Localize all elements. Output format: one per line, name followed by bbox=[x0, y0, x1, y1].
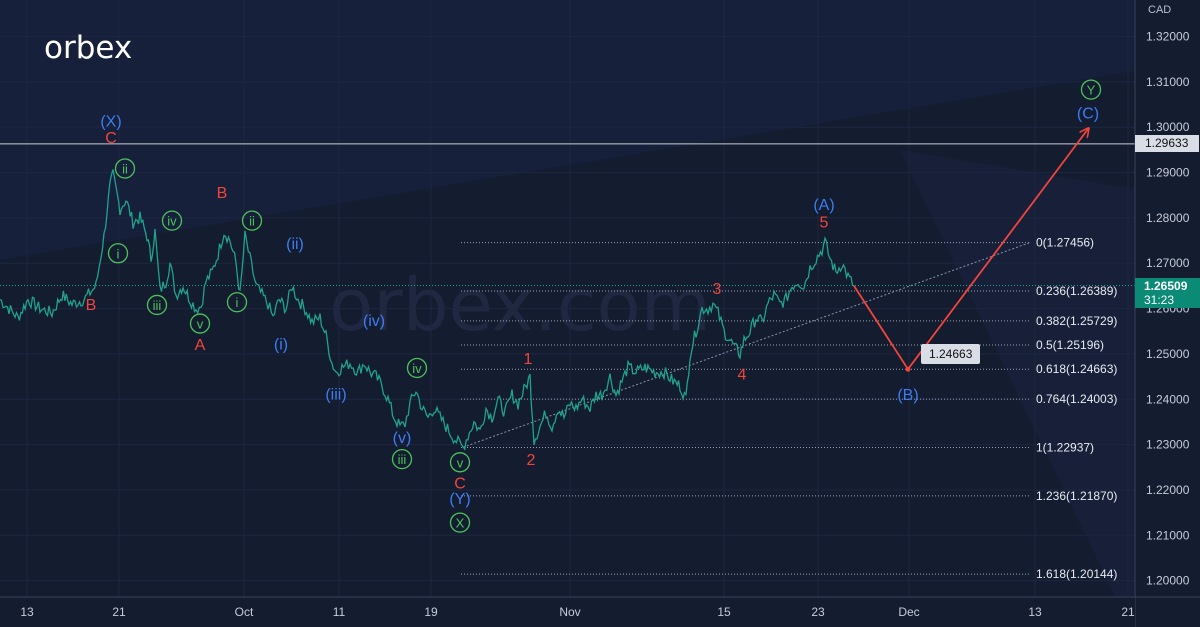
wave-label: 2 bbox=[527, 452, 536, 469]
x-tick-label: 13 bbox=[20, 605, 34, 619]
wave-label: C bbox=[454, 476, 466, 493]
wave-label: (v) bbox=[393, 430, 412, 447]
fib-label: 0.5(1.25196) bbox=[1036, 338, 1104, 352]
fibonacci-levels: 0(1.27456) 0.236(1.26389) 0.382(1.25729) 0.… bbox=[461, 236, 1117, 581]
wave-label: i bbox=[236, 295, 239, 310]
x-tick-label: 15 bbox=[717, 605, 731, 619]
fib-label: 1(1.22937) bbox=[1036, 440, 1094, 454]
wave-labels: (X)CiiiiviiiBBiiivA(ii)(i)(iv)iv(iii)(v)… bbox=[86, 79, 1102, 533]
current-price-value: 1.26509 bbox=[1144, 278, 1188, 293]
wave-label: (i) bbox=[274, 336, 288, 353]
x-tick-label: Dec bbox=[898, 605, 919, 619]
y-tick-label: 1.25000 bbox=[1146, 347, 1190, 361]
wave-label: Y bbox=[1087, 83, 1096, 98]
y-tick-label: 1.32000 bbox=[1146, 30, 1190, 44]
y-tick-label: 1.21000 bbox=[1146, 528, 1190, 542]
level-price-tag: 1.29633 bbox=[1135, 135, 1199, 153]
wave-label-circle bbox=[114, 158, 136, 179]
x-tick-label: 21 bbox=[112, 605, 126, 619]
wave-label: (C) bbox=[1077, 106, 1099, 123]
wave-label: v bbox=[457, 455, 464, 470]
y-tick-label: 1.30000 bbox=[1146, 120, 1190, 134]
bar-countdown: 31:23 bbox=[1144, 292, 1175, 307]
wave-label-circle bbox=[226, 292, 248, 313]
time-axis[interactable]: 13 21 Oct 11 19 Nov 15 23 Dec 13 21 bbox=[0, 596, 1200, 627]
y-tick-label: 1.29000 bbox=[1146, 166, 1190, 180]
wave-label-circle bbox=[241, 210, 263, 231]
wave-label: A bbox=[195, 337, 206, 354]
wave-label-circle bbox=[449, 452, 471, 473]
x-tick-label: 23 bbox=[811, 605, 825, 619]
wave-label-circle bbox=[391, 448, 413, 470]
current-price-tag: 1.26509 31:23 bbox=[1135, 277, 1200, 308]
wave-label: X bbox=[456, 516, 465, 531]
gridlines bbox=[0, 0, 1135, 597]
time-axis-bg bbox=[0, 597, 1135, 627]
fib-label: 1.236(1.21870) bbox=[1036, 489, 1117, 503]
wave-label-circle bbox=[406, 357, 428, 379]
wave-label: (X) bbox=[100, 113, 121, 130]
wave-label: C bbox=[105, 130, 117, 147]
wave-label: iv bbox=[412, 361, 422, 376]
x-tick-label: Oct bbox=[235, 605, 254, 619]
wave-label: (A) bbox=[813, 197, 834, 214]
wave-label-circle bbox=[1080, 79, 1102, 100]
wave-label-circle bbox=[107, 243, 129, 264]
fib-label: 1.618(1.20144) bbox=[1036, 567, 1117, 581]
currency-label: CAD bbox=[1148, 4, 1172, 16]
price-axis[interactable]: 1.32000 1.31000 1.30000 1.29000 1.28000 1.270… bbox=[1134, 0, 1200, 627]
y-tick-label: 1.28000 bbox=[1146, 211, 1190, 225]
fib-label: 0.764(1.24003) bbox=[1036, 392, 1117, 406]
wave-label: iii bbox=[153, 298, 162, 313]
wave-label: (B) bbox=[897, 387, 918, 404]
wave-label: 4 bbox=[738, 366, 747, 383]
fib-label: 0(1.27456) bbox=[1036, 236, 1094, 250]
wave-label-circle bbox=[189, 313, 211, 334]
wave-label: (ii) bbox=[286, 236, 304, 253]
y-tick-label: 1.24000 bbox=[1146, 392, 1190, 406]
wave-label: B bbox=[217, 185, 228, 202]
price-series-line bbox=[0, 169, 855, 451]
watermark-text: orbex.com bbox=[329, 263, 711, 347]
wave-label-circle bbox=[449, 512, 471, 533]
orbex-logo: orbex bbox=[44, 30, 133, 66]
y-tick-label: 1.31000 bbox=[1146, 75, 1190, 89]
wave-label: (iv) bbox=[363, 313, 385, 330]
x-tick-label: 11 bbox=[333, 605, 346, 619]
target-point bbox=[905, 366, 911, 372]
y-tick-label: 1.20000 bbox=[1146, 574, 1190, 588]
target-price-callout: 1.24663 bbox=[921, 343, 981, 364]
wave-label: v bbox=[197, 317, 204, 332]
wave-label: iii bbox=[398, 452, 407, 467]
wave-label: B bbox=[86, 297, 97, 314]
wave-label: i bbox=[117, 246, 120, 261]
x-tick-label: Nov bbox=[559, 605, 580, 619]
wave-label: 3 bbox=[713, 281, 722, 298]
y-tick-label: 1.23000 bbox=[1146, 438, 1190, 452]
y-tick-label: 1.27000 bbox=[1146, 256, 1190, 270]
x-tick-label: 19 bbox=[424, 605, 438, 619]
x-tick-label: 21 bbox=[1121, 605, 1135, 619]
price-axis-bg bbox=[1135, 0, 1200, 627]
wave-label: (iii) bbox=[325, 386, 346, 403]
y-tick-label: 1.22000 bbox=[1146, 483, 1190, 497]
fib-label: 0.382(1.25729) bbox=[1036, 314, 1117, 328]
wave-label: 5 bbox=[820, 214, 829, 231]
wave-label: iv bbox=[167, 214, 177, 229]
wave-label-circle bbox=[146, 294, 168, 316]
x-tick-label: 13 bbox=[1028, 605, 1042, 619]
wave-label: ii bbox=[249, 214, 255, 229]
wave-label-circle bbox=[161, 210, 183, 231]
fib-label: 0.618(1.24663) bbox=[1036, 362, 1117, 376]
wave-label: ii bbox=[122, 161, 128, 176]
fib-label: 0.236(1.26389) bbox=[1036, 284, 1117, 298]
wave-label: (Y) bbox=[449, 491, 470, 508]
wave-label: 1 bbox=[524, 351, 533, 368]
